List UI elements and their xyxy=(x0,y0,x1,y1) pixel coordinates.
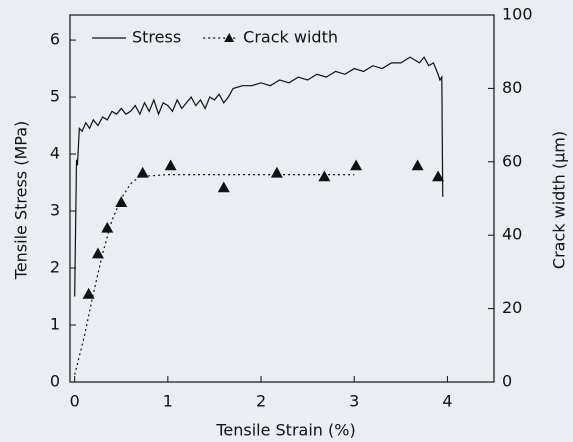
x-tick-label: 2 xyxy=(256,392,266,411)
x-tick-label: 0 xyxy=(70,392,80,411)
y-axis-label: Tensile Stress (MPa) xyxy=(12,121,31,280)
y2-axis-label: Crack width (μm) xyxy=(550,131,569,269)
marker xyxy=(432,170,445,182)
marker xyxy=(101,221,114,233)
stress-line xyxy=(74,56,444,297)
y2-tick-label: 20 xyxy=(502,298,522,317)
x-tick-label: 4 xyxy=(442,392,452,411)
fit-line xyxy=(74,174,355,375)
marker xyxy=(91,247,104,259)
y2-tick-label: 80 xyxy=(502,78,522,97)
y2-tick-label: 100 xyxy=(502,5,533,24)
marker xyxy=(217,181,230,193)
marker xyxy=(82,287,95,299)
x-tick-label: 1 xyxy=(163,392,173,411)
marker xyxy=(350,159,363,171)
y-tick-label: 4 xyxy=(50,144,60,163)
marker xyxy=(411,159,424,171)
y-tick-label: 6 xyxy=(50,30,60,49)
y2-tick-label: 60 xyxy=(502,151,522,170)
y-tick-label: 3 xyxy=(50,201,60,220)
marker xyxy=(136,166,149,178)
y2-tick-label: 0 xyxy=(502,372,512,391)
y2-tick-label: 40 xyxy=(502,225,522,244)
y-tick-label: 5 xyxy=(50,87,60,106)
y-tick-label: 1 xyxy=(50,315,60,334)
marker xyxy=(115,196,128,207)
legend-label: Crack width xyxy=(243,28,338,47)
marker xyxy=(164,159,177,171)
plot-frame xyxy=(69,14,495,383)
x-axis-label: Tensile Strain (%) xyxy=(215,421,355,440)
y-tick-label: 2 xyxy=(50,258,60,277)
marker xyxy=(270,166,283,178)
y-tick-label: 0 xyxy=(50,372,60,391)
marker xyxy=(318,170,331,182)
legend-marker xyxy=(224,33,235,42)
legend-label: Stress xyxy=(132,28,181,47)
x-tick-label: 3 xyxy=(349,392,359,411)
